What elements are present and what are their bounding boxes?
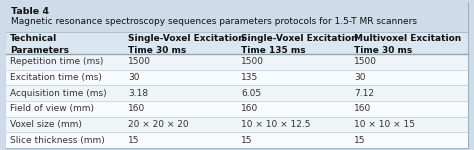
Text: Excitation time (ms): Excitation time (ms) — [10, 73, 102, 82]
Text: 160: 160 — [354, 104, 372, 113]
Text: 10 × 10 × 15: 10 × 10 × 15 — [354, 120, 415, 129]
Text: 160: 160 — [128, 104, 145, 113]
Text: 160: 160 — [241, 104, 258, 113]
Text: 10 × 10 × 12.5: 10 × 10 × 12.5 — [241, 120, 310, 129]
Text: 3.18: 3.18 — [128, 89, 148, 98]
Bar — [6, 132, 468, 148]
Text: 1500: 1500 — [241, 57, 264, 66]
Text: Single-Voxel Excitation
Time 135 ms: Single-Voxel Excitation Time 135 ms — [241, 34, 357, 55]
Bar — [6, 2, 468, 32]
Text: Field of view (mm): Field of view (mm) — [10, 104, 94, 113]
Text: Magnetic resonance spectroscopy sequences parameters protocols for 1.5-T MR scan: Magnetic resonance spectroscopy sequence… — [11, 17, 417, 26]
Bar — [6, 101, 468, 117]
Text: 7.12: 7.12 — [354, 89, 374, 98]
Text: Acquisition time (ms): Acquisition time (ms) — [10, 89, 107, 98]
Text: Technical
Parameters: Technical Parameters — [10, 34, 69, 55]
Text: Table 4: Table 4 — [11, 7, 49, 16]
Bar — [6, 85, 468, 101]
Text: 30: 30 — [128, 73, 139, 82]
Text: 1500: 1500 — [128, 57, 151, 66]
Text: 135: 135 — [241, 73, 258, 82]
Text: 6.05: 6.05 — [241, 89, 261, 98]
Text: Multivoxel Excitation
Time 30 ms: Multivoxel Excitation Time 30 ms — [354, 34, 462, 55]
Text: 15: 15 — [354, 136, 365, 145]
Text: 30: 30 — [354, 73, 365, 82]
Bar — [6, 70, 468, 85]
Bar — [6, 32, 468, 54]
Text: Voxel size (mm): Voxel size (mm) — [10, 120, 82, 129]
Bar — [6, 117, 468, 132]
Text: 15: 15 — [241, 136, 253, 145]
Text: Slice thickness (mm): Slice thickness (mm) — [10, 136, 105, 145]
Text: Single-Voxel Excitation
Time 30 ms: Single-Voxel Excitation Time 30 ms — [128, 34, 245, 55]
Text: 15: 15 — [128, 136, 139, 145]
Text: Repetition time (ms): Repetition time (ms) — [10, 57, 103, 66]
Bar — [6, 54, 468, 70]
Text: 20 × 20 × 20: 20 × 20 × 20 — [128, 120, 189, 129]
Text: 1500: 1500 — [354, 57, 377, 66]
